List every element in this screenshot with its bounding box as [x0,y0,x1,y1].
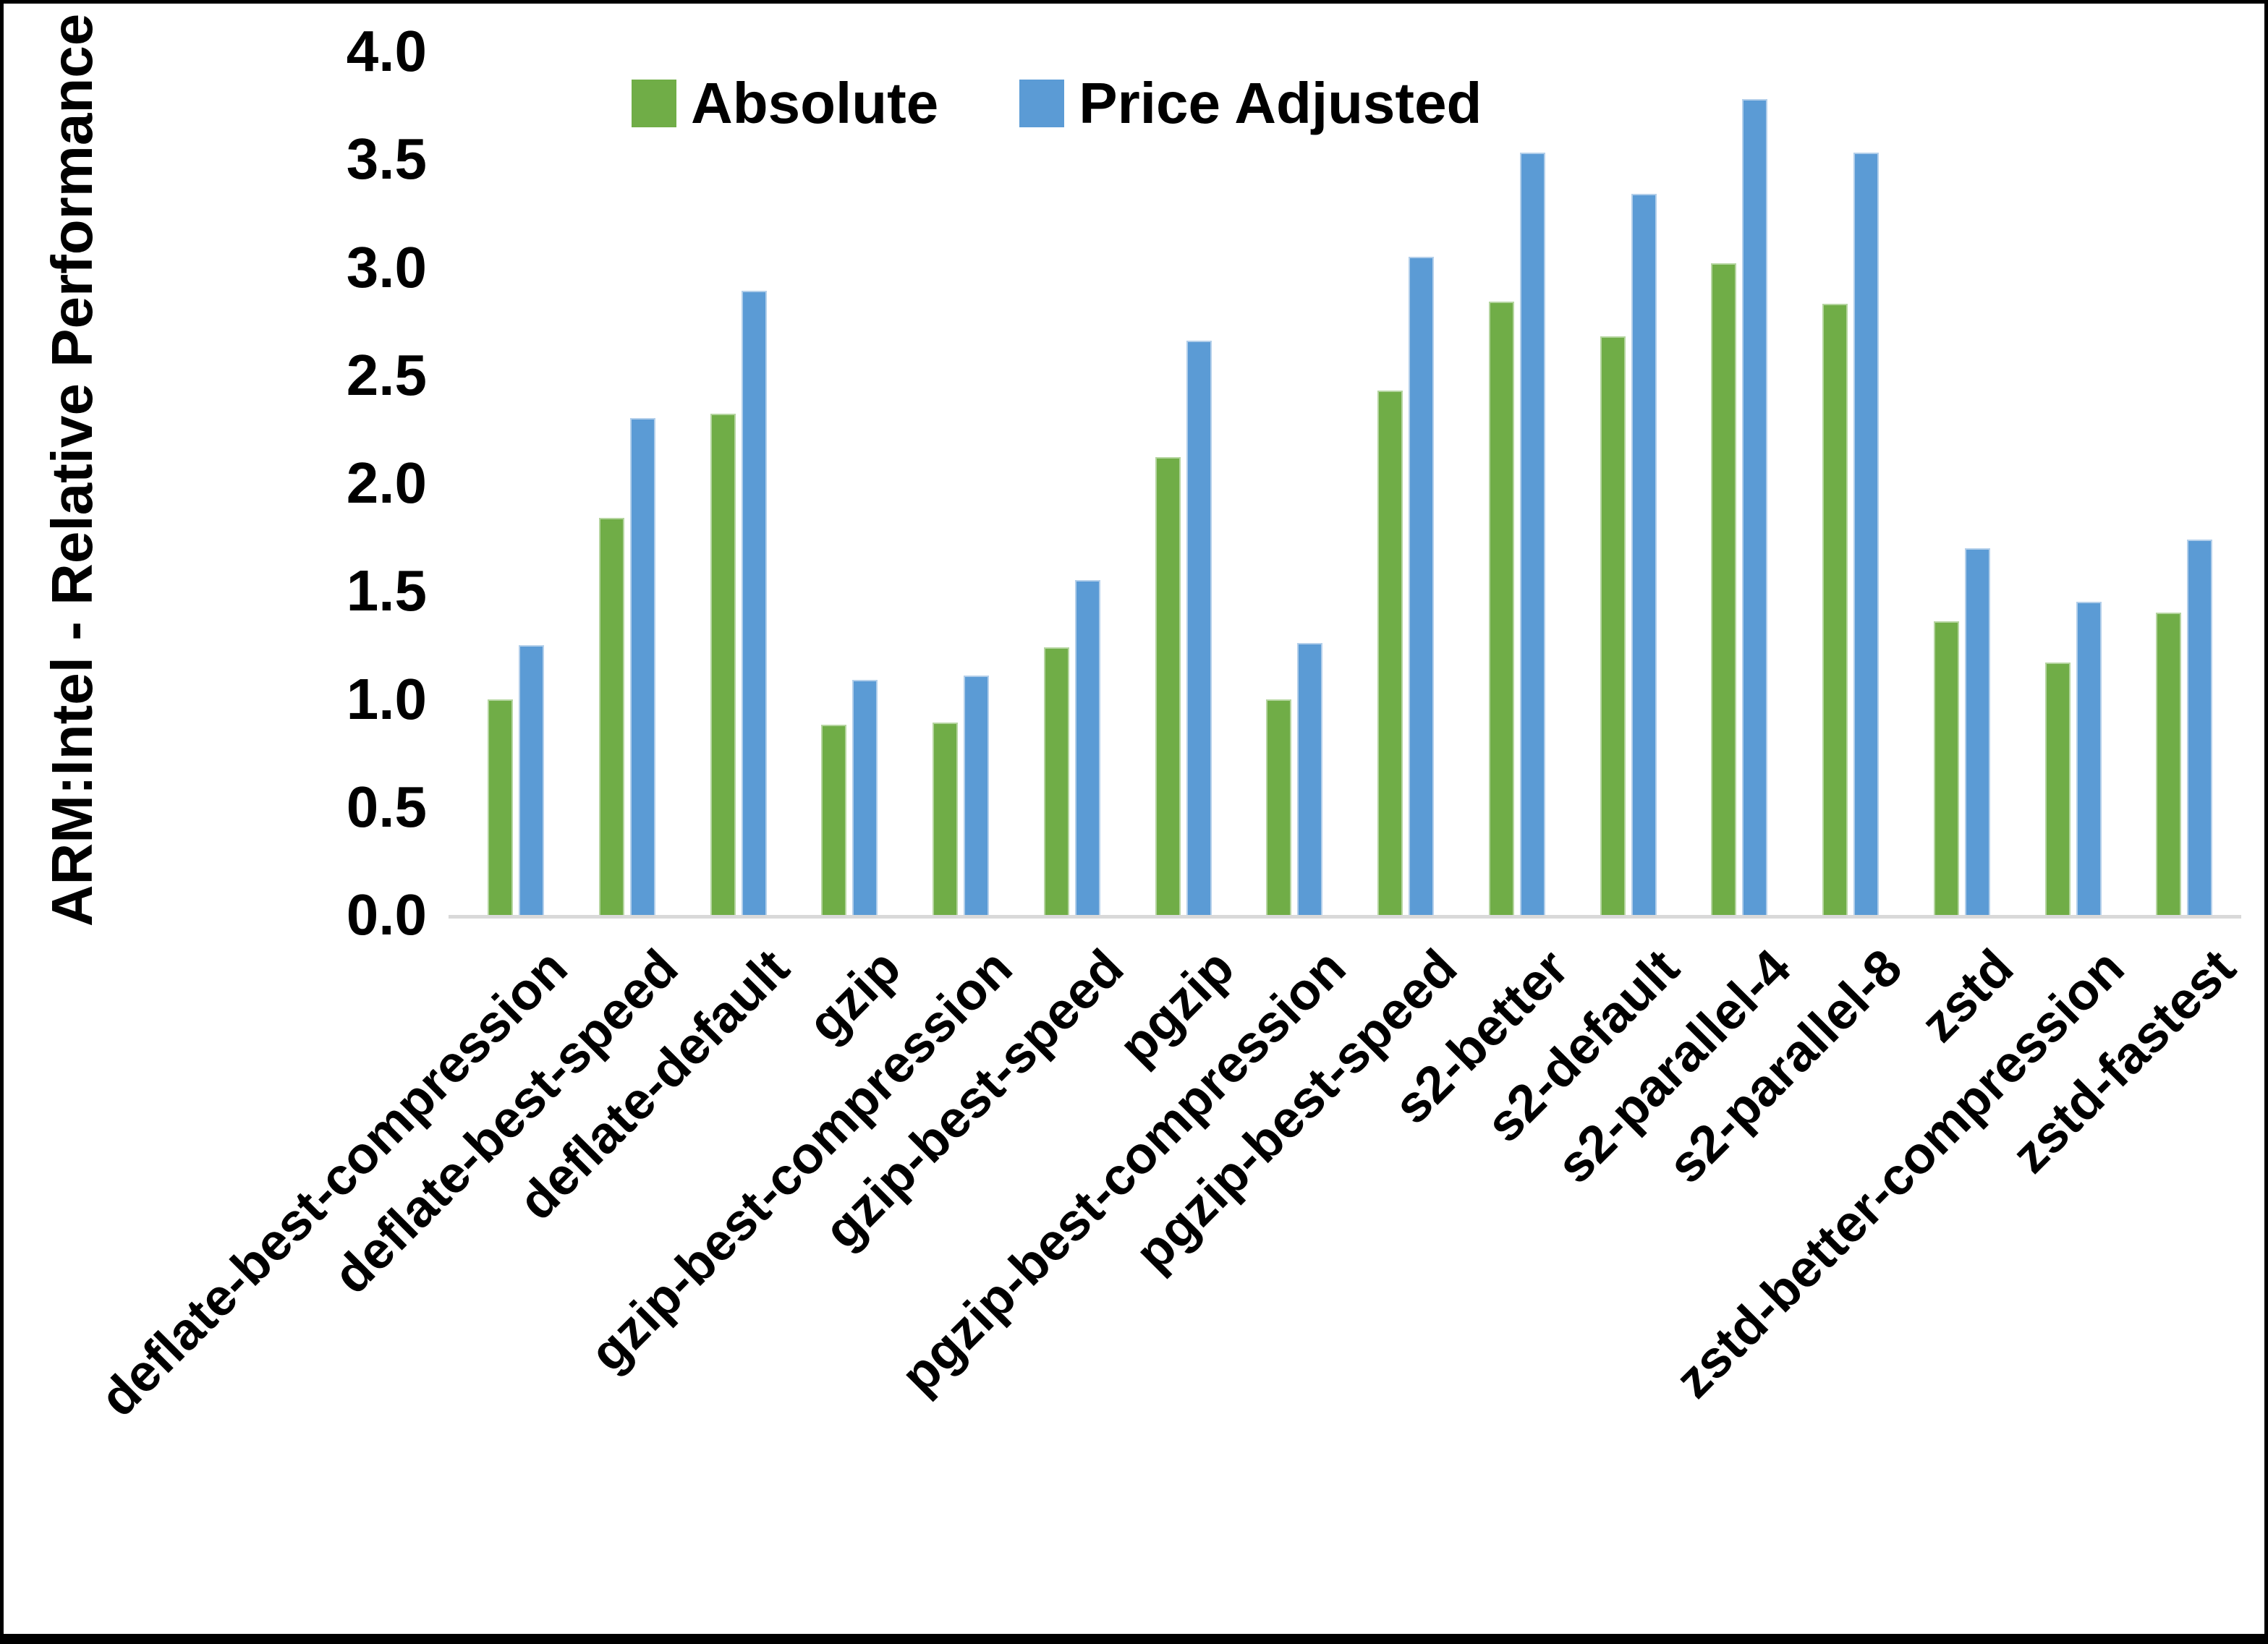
bar [1742,98,1768,915]
bar [710,414,736,915]
legend: Absolute Price Adjusted [632,70,1482,137]
y-tick-label: 3.5 [346,127,427,192]
bar [1711,263,1737,915]
bar [1266,699,1292,915]
y-tick-label: 1.5 [346,558,427,623]
bar [933,723,959,915]
legend-label-price-adjusted: Price Adjusted [1079,71,1482,135]
bar [1043,647,1069,915]
bar [2044,662,2070,915]
bar [1631,194,1657,915]
bar [1186,340,1212,915]
bar [488,699,514,915]
legend-swatch-price-adjusted [1019,80,1065,127]
y-tick-label: 0.0 [346,882,427,947]
bar [1519,153,1545,915]
bar [1964,548,1990,915]
bar [629,418,655,915]
y-tick-label: 3.0 [346,234,427,299]
bar [1297,642,1323,915]
bar [821,725,847,915]
bar [1409,256,1435,915]
y-tick-label: 0.5 [346,774,427,839]
bar [741,291,767,915]
bar [1853,153,1880,915]
bar [1377,390,1403,915]
bar [1488,302,1514,915]
bar [1600,336,1626,915]
bar [598,517,624,915]
bar [1933,621,1959,915]
y-tick-label: 2.0 [346,451,427,515]
bar [519,644,545,915]
y-tick-label: 1.0 [346,666,427,731]
x-category-label: deflate-best-compression [89,938,579,1428]
bar [1074,580,1100,915]
y-axis-title: ARM:Intel - Relative Performance [40,13,104,927]
bar [1822,304,1848,915]
bar [2076,602,2102,915]
y-tick-label: 4.0 [346,19,427,83]
bar [964,675,990,915]
y-tick-label: 2.5 [346,342,427,407]
bar [1155,457,1181,915]
bar [852,679,878,915]
bar [2187,539,2213,915]
legend-label-absolute: Absolute [691,71,939,135]
legend-swatch-absolute [632,80,676,127]
bar [2156,613,2182,915]
x-axis-line [449,915,2241,919]
